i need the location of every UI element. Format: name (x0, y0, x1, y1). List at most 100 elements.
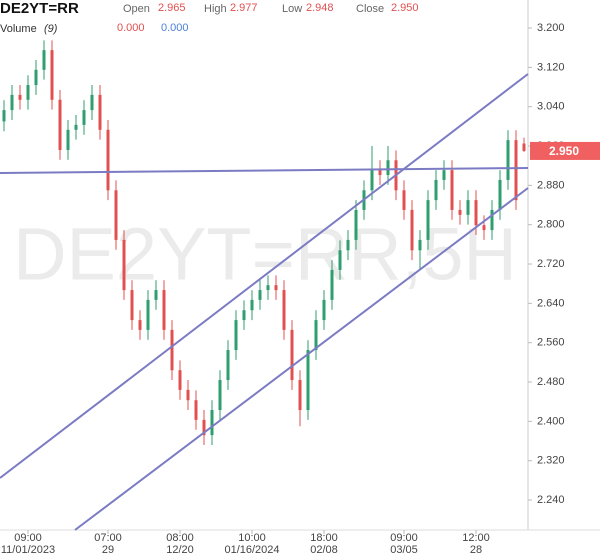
y-tick-label: 3.200 (537, 22, 565, 34)
x-tick-date: 03/05 (390, 544, 418, 556)
candle-body (194, 400, 198, 420)
candle-body (242, 310, 246, 321)
candle-body (50, 50, 54, 100)
y-tick-label: 3.120 (537, 61, 565, 73)
x-tick-date: 02/08 (310, 544, 338, 556)
x-tick-date: 01/16/2024 (224, 544, 279, 556)
candle-body (322, 299, 326, 321)
x-tick-time: 08:00 (166, 532, 194, 544)
candle-body (266, 285, 270, 291)
y-tick-label: 3.040 (537, 101, 565, 113)
candle-body (458, 209, 462, 215)
candle-body (26, 85, 30, 100)
candle-body (218, 380, 222, 411)
candle-body (114, 190, 118, 240)
candle-body (314, 320, 318, 351)
candle-body (186, 389, 190, 401)
candle-body (290, 329, 294, 381)
x-tick-time: 07:00 (94, 532, 122, 544)
channel-lower (74, 187, 529, 531)
candle-body (202, 419, 206, 436)
channel-upper (0, 73, 529, 479)
candle-body (178, 370, 182, 390)
low-label: Low (282, 3, 302, 15)
last-price-tag (530, 141, 600, 160)
candle-body (58, 99, 62, 150)
candle-body (98, 94, 102, 130)
y-tick-label: 2.880 (537, 179, 565, 191)
x-tick-time: 09:00 (390, 532, 418, 544)
open-value: 2.965 (158, 2, 186, 14)
y-tick-label: 2.480 (537, 376, 565, 388)
horizontal-line (0, 167, 529, 174)
candle-body (410, 209, 414, 251)
candle-body (466, 200, 470, 215)
y-tick-label: 2.240 (537, 494, 565, 506)
candle-body (274, 285, 278, 291)
candle-body (514, 140, 518, 201)
candle-body (386, 160, 390, 176)
candle-body (442, 170, 446, 180)
x-tick-time: 12:00 (462, 532, 490, 544)
watermark: DE2YT=RR,5H (13, 213, 517, 296)
candle-body (370, 170, 374, 191)
candle-body (162, 290, 166, 330)
candle-body (130, 290, 134, 321)
close-label: Close (356, 3, 384, 15)
candle-body (66, 129, 70, 150)
candle-body (90, 94, 94, 111)
close-value: 2.950 (391, 2, 419, 14)
candle-body (330, 269, 334, 300)
candle-body (154, 290, 158, 300)
candle-body (522, 143, 526, 151)
candle-body (170, 329, 174, 371)
volume-period: (9) (44, 23, 58, 35)
high-value: 2.977 (230, 2, 258, 14)
candle-body (346, 239, 350, 251)
symbol-title: DE2YT=RR (0, 0, 79, 17)
candle-body (434, 179, 438, 201)
y-tick-label: 2.800 (537, 219, 565, 231)
candle-body (34, 69, 38, 86)
candle-body (426, 200, 430, 240)
x-tick-time: 18:00 (310, 532, 338, 544)
open-label: Open (123, 3, 150, 15)
low-value: 2.948 (306, 2, 334, 14)
candle-body (18, 94, 22, 100)
candle-body (450, 170, 454, 210)
candle-body (210, 410, 214, 436)
x-tick-date: 29 (102, 544, 114, 556)
candle-body (506, 140, 510, 180)
candle-body (10, 94, 14, 111)
candle-body (82, 110, 86, 125)
candle-body (106, 129, 110, 191)
candle-body (138, 320, 142, 330)
candle-body (298, 380, 302, 411)
candle-body (42, 50, 46, 70)
candle-body (306, 350, 310, 411)
candle-body (2, 110, 6, 122)
candle-body (378, 170, 382, 176)
candle-body (482, 225, 486, 231)
y-tick-label: 2.640 (537, 297, 565, 309)
last-price-label: 2.950 (549, 144, 579, 158)
volume-label: Volume (0, 23, 37, 35)
volume-value: 0.000 (117, 22, 145, 34)
volume-value: 0.000 (161, 22, 189, 34)
candle-body (338, 250, 342, 270)
candle-body (474, 200, 478, 226)
x-tick-date: 11/01/2023 (1, 544, 55, 556)
x-tick-time: 10:00 (238, 532, 266, 544)
candle-body (122, 239, 126, 291)
candle-body (250, 299, 254, 311)
x-tick-date: 12/20 (166, 544, 194, 556)
high-label: High (204, 3, 227, 15)
x-tick-date: 28 (470, 544, 482, 556)
candle-body (226, 350, 230, 381)
candle-body (354, 209, 358, 240)
y-tick-label: 2.720 (537, 258, 565, 270)
y-tick-label: 2.400 (537, 415, 565, 427)
candle-body (490, 209, 494, 231)
y-tick-label: 2.560 (537, 337, 565, 349)
